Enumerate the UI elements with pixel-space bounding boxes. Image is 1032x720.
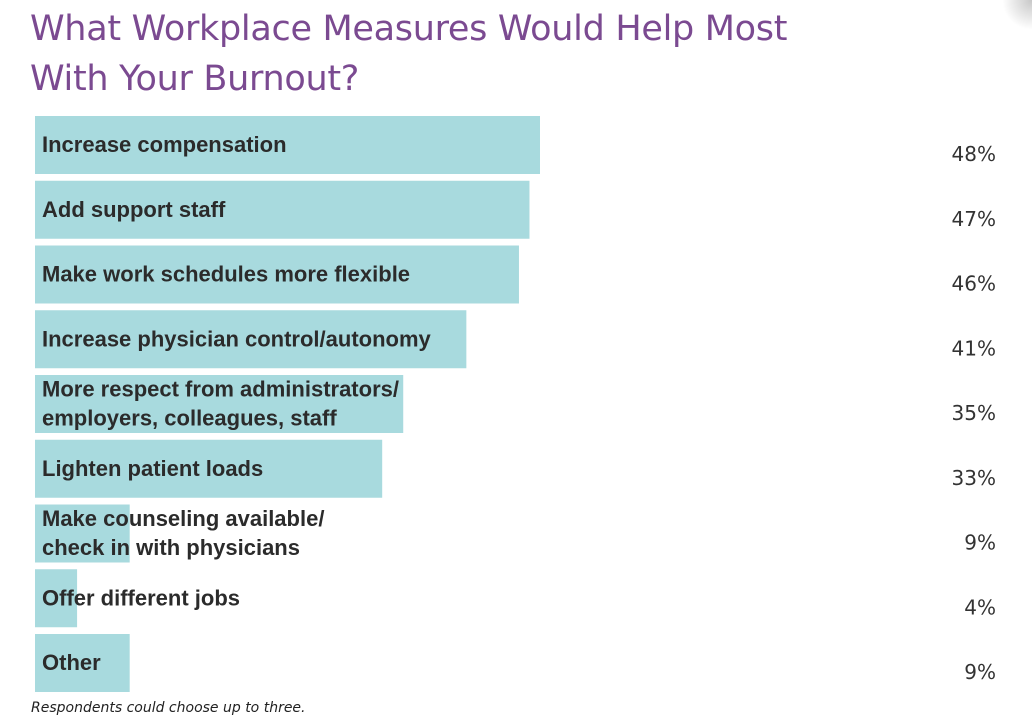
bar [35,180,530,239]
bar [35,504,130,563]
category-label: More respect from administrators/ [42,377,399,402]
category-label: Make work schedules more flexible [42,262,410,287]
bar-row: Other 9% [35,634,996,692]
category-label: employers, colleagues, staff [42,406,337,431]
bar-row: Make work schedules more flexible 46% [35,245,996,304]
value-label: 47% [952,207,996,231]
bar [35,634,130,692]
bar [35,310,467,369]
category-label: check in with physicians [42,535,300,560]
value-label: 33% [952,466,996,490]
bar-row: Increase physician control/autonomy 41% [35,310,996,369]
value-label: 48% [952,142,996,166]
bar [35,116,540,174]
category-label: Make counseling available/ [42,506,324,531]
chart-title: What Workplace Measures Would Help Most … [30,4,930,104]
category-label: Increase physician control/autonomy [42,326,432,351]
value-label: 35% [952,401,996,425]
category-label: Other [42,650,101,675]
bar-row: Lighten patient loads 33% [35,439,996,498]
category-label: Increase compensation [42,132,287,157]
bar [35,245,519,304]
category-label: Add support staff [42,197,226,222]
bar [35,439,383,498]
footnote: Respondents could choose up to three. [31,700,306,716]
value-label: 46% [952,272,996,296]
value-label: 41% [952,336,996,360]
chart-title-line-1: What Workplace Measures Would Help Most [30,9,788,49]
bar-row: More respect from administrators/employe… [35,375,996,433]
value-label: 9% [964,531,996,555]
bar [35,569,78,628]
value-label: 4% [964,595,996,619]
bar-row: Add support staff 47% [35,180,996,239]
category-label: Lighten patient loads [42,456,263,481]
value-label: 9% [964,660,996,684]
bar [35,375,404,433]
bar-row: Increase compensation 48% [35,116,996,174]
chart-title-line-2: With Your Burnout? [30,59,360,99]
bar-row: Make counseling available/check in with … [35,504,996,563]
category-label: Offer different jobs [42,585,240,610]
bar-row: Offer different jobs 4% [35,569,996,628]
